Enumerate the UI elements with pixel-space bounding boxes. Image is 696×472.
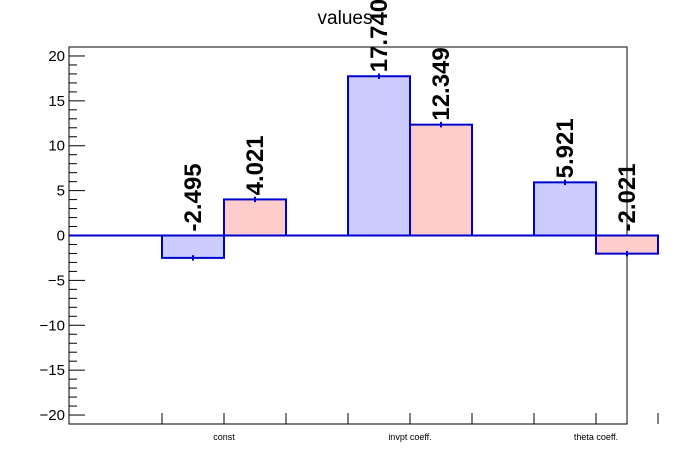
bar-series-1 [347,75,411,237]
data-label: 5.921 [552,118,579,178]
bar-series-2 [223,198,287,237]
y-tick-label: −20 [40,407,65,424]
data-labels: -2.495 17.740 5.921 4.021 12.349 -2.021 [180,0,641,232]
data-label: 12.349 [428,47,455,120]
bar-series-1 [533,181,597,237]
x-axis: const invpt coeff. theta coeff. [161,413,659,442]
x-tick-label: theta coeff. [574,432,618,442]
y-tick-label: 20 [48,48,65,65]
bars [161,73,659,261]
data-label: -2.021 [614,163,641,231]
y-tick-label: −10 [40,317,65,334]
bar-series-2 [595,234,659,255]
y-tick-label: −5 [48,272,65,289]
bar-series-2 [409,123,473,237]
chart-title: values [318,8,373,29]
data-label: -2.495 [180,163,207,231]
x-tick-label: const [213,432,235,442]
bar-series-1 [161,234,225,259]
data-label: 17.740 [366,0,393,72]
y-tick-label: 5 [57,183,65,200]
x-tick-label: invpt coeff. [388,432,431,442]
y-tick-label: 15 [48,93,65,110]
data-label: 4.021 [242,135,269,195]
y-tick-label: 0 [57,228,65,245]
y-tick-label: 10 [48,138,65,155]
y-tick-label: −15 [40,362,65,379]
